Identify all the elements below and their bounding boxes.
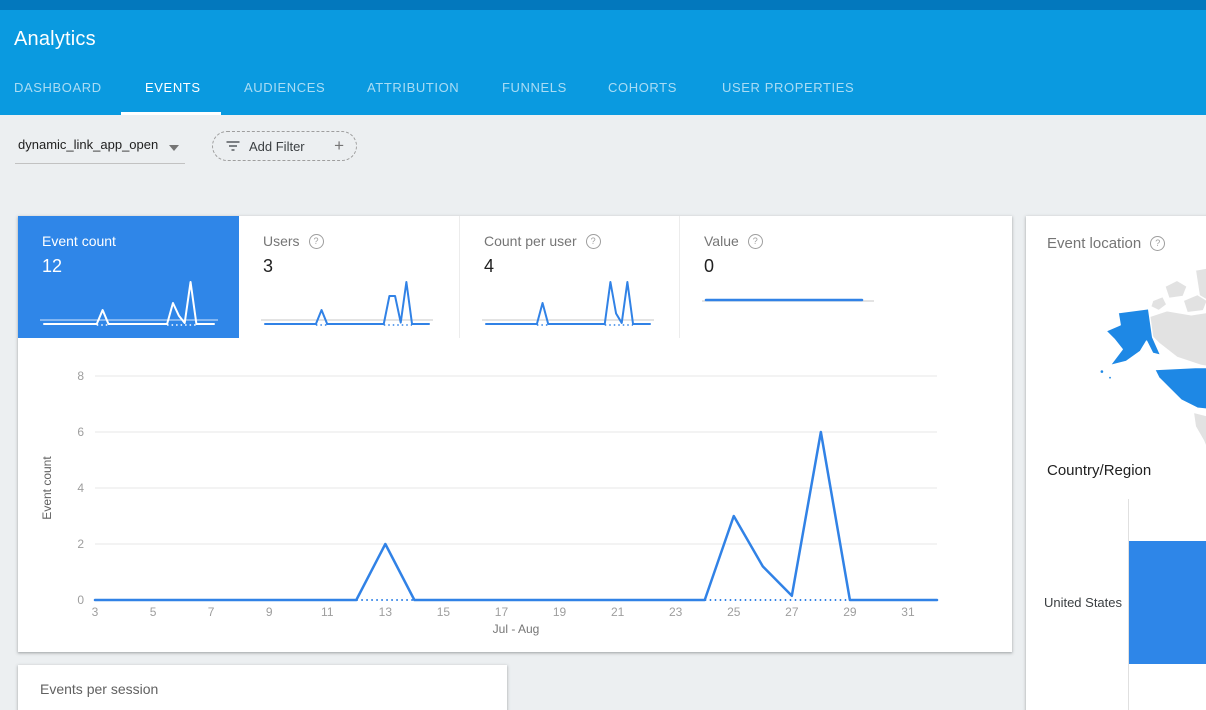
svg-text:31: 31 xyxy=(901,605,915,619)
tab-audiences[interactable]: AUDIENCES xyxy=(244,80,326,95)
tab-dashboard[interactable]: DASHBOARD xyxy=(14,80,102,95)
users-sparkline xyxy=(261,281,433,326)
tab-attribution[interactable]: ATTRIBUTION xyxy=(367,80,460,95)
count-per-user-sparkline xyxy=(482,281,654,326)
map-island-2 xyxy=(1107,375,1113,381)
event-selector-dropdown[interactable]: dynamic_link_app_open xyxy=(15,131,185,164)
map-region-mexico xyxy=(1192,411,1206,449)
svg-text:4: 4 xyxy=(77,481,84,495)
card-title: Events per session xyxy=(40,681,159,697)
plus-icon: + xyxy=(334,136,344,155)
active-tab-underline xyxy=(121,112,221,115)
tab-events[interactable]: EVENTS xyxy=(145,80,201,95)
tab-funnels[interactable]: FUNNELS xyxy=(502,80,567,95)
metric-tile-count-per-user[interactable]: Count per user? 4 xyxy=(459,216,679,338)
metric-tile-event-count[interactable]: Event count 12 xyxy=(18,216,239,338)
map-region-arctic-2 xyxy=(1182,293,1206,314)
svg-text:27: 27 xyxy=(785,605,799,619)
map-region-canada xyxy=(1141,309,1206,367)
window-top-strip xyxy=(0,0,1206,10)
metric-label: Value xyxy=(704,233,739,249)
svg-text:6: 6 xyxy=(77,425,84,439)
bar-label-united-states: United States xyxy=(1043,595,1122,610)
metric-value: 3 xyxy=(263,256,274,276)
metric-tiles: Event count 12 Users? 3 Count per user? … xyxy=(18,216,1012,338)
events-per-session-card: Events per session xyxy=(18,665,507,710)
svg-text:5: 5 xyxy=(150,605,157,619)
event-selector-value: dynamic_link_app_open xyxy=(18,137,159,152)
metric-label: Users xyxy=(263,233,300,249)
filter-icon xyxy=(226,141,240,151)
add-filter-button[interactable]: Add Filter + xyxy=(212,131,357,161)
metric-label: Event count xyxy=(42,233,116,249)
event-count-sparkline xyxy=(40,281,218,326)
svg-text:11: 11 xyxy=(321,605,334,619)
map-region-arctic-3 xyxy=(1149,295,1168,312)
metric-value: 0 xyxy=(704,256,715,276)
svg-text:9: 9 xyxy=(266,605,273,619)
help-icon[interactable]: ? xyxy=(308,234,324,249)
app-header: Analytics DASHBOARD EVENTS AUDIENCES ATT… xyxy=(0,10,1206,115)
svg-text:21: 21 xyxy=(611,605,625,619)
svg-text:0: 0 xyxy=(77,593,84,607)
svg-text:23: 23 xyxy=(669,605,683,619)
map-region-alaska[interactable] xyxy=(1105,307,1162,367)
svg-text:3: 3 xyxy=(92,605,99,619)
svg-text:2: 2 xyxy=(77,537,84,551)
card-title-row: Event location? xyxy=(1047,235,1166,252)
bar-united-states[interactable] xyxy=(1129,541,1206,664)
page-title: Analytics xyxy=(14,28,96,50)
add-filter-label: Add Filter xyxy=(249,138,305,154)
metric-value: 4 xyxy=(484,256,495,276)
value-sparkline xyxy=(702,298,874,302)
svg-text:19: 19 xyxy=(553,605,567,619)
north-america-map xyxy=(1099,267,1206,449)
bar-chart-axis xyxy=(1128,499,1129,710)
map-region-arctic-1 xyxy=(1164,279,1188,300)
svg-text:7: 7 xyxy=(208,605,215,619)
svg-text:25: 25 xyxy=(727,605,741,619)
svg-text:Jul - Aug: Jul - Aug xyxy=(493,622,540,636)
event-overview-card: Event count 12 Users? 3 Count per user? … xyxy=(18,216,1012,652)
svg-text:29: 29 xyxy=(843,605,857,619)
svg-text:15: 15 xyxy=(437,605,451,619)
tab-cohorts[interactable]: COHORTS xyxy=(608,80,677,95)
chevron-down-icon xyxy=(169,145,179,151)
help-icon[interactable]: ? xyxy=(585,234,601,249)
help-icon[interactable]: ? xyxy=(747,234,763,249)
metric-value: 12 xyxy=(42,256,63,276)
metric-label: Count per user xyxy=(484,233,577,249)
metric-tile-users[interactable]: Users? 3 xyxy=(239,216,459,338)
section-title: Country/Region xyxy=(1047,462,1152,479)
map-island-1 xyxy=(1099,368,1105,375)
metric-tile-value[interactable]: Value? 0 xyxy=(679,216,899,338)
help-icon[interactable]: ? xyxy=(1150,236,1166,251)
tab-user-properties[interactable]: USER PROPERTIES xyxy=(722,80,855,95)
card-title: Event location xyxy=(1047,235,1142,252)
svg-text:Event count: Event count xyxy=(40,456,54,520)
svg-text:13: 13 xyxy=(379,605,393,619)
svg-text:17: 17 xyxy=(495,605,509,619)
event-location-card: Event location? Country/Region United St… xyxy=(1026,216,1206,710)
map-region-united-states[interactable] xyxy=(1153,366,1206,419)
svg-text:8: 8 xyxy=(77,369,84,383)
